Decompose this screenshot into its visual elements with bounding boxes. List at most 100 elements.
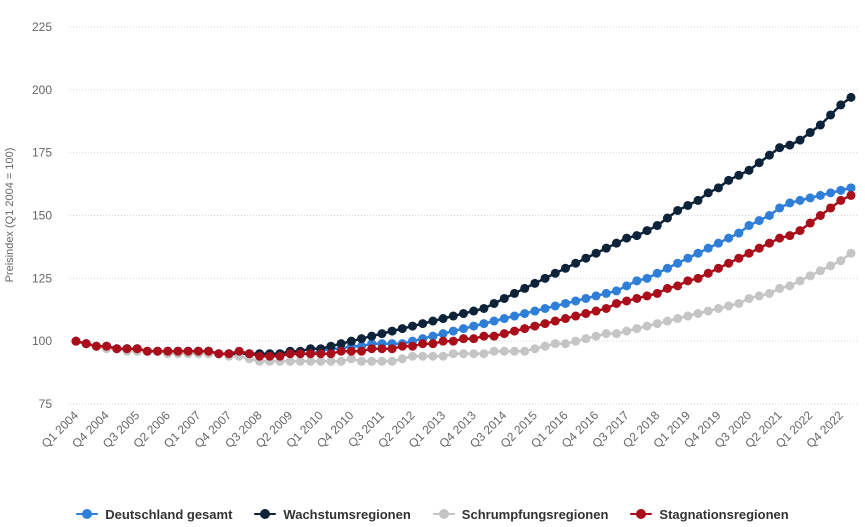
data-point [418, 351, 428, 361]
data-point [764, 211, 774, 220]
data-point [724, 258, 734, 268]
data-point [326, 341, 336, 351]
data-point [540, 273, 550, 283]
data-point [183, 346, 193, 356]
data-point [469, 306, 479, 316]
data-point [591, 248, 601, 258]
data-point [662, 263, 672, 273]
data-point [509, 346, 519, 356]
data-point [601, 329, 611, 339]
y-tick-label: 175 [32, 146, 52, 160]
data-point [520, 346, 530, 356]
data-point [703, 243, 713, 253]
data-point [499, 293, 509, 303]
data-point [846, 248, 856, 258]
data-point [734, 170, 744, 180]
data-point [428, 316, 438, 326]
data-point [163, 346, 173, 356]
data-point [428, 339, 438, 349]
data-point [428, 331, 438, 341]
data-point [785, 140, 795, 150]
data-point [122, 344, 132, 354]
data-point [815, 266, 825, 276]
data-point [703, 268, 713, 278]
data-point [683, 276, 693, 286]
data-point [795, 135, 805, 145]
legend-marker [432, 509, 455, 519]
data-point [571, 311, 581, 321]
data-point [459, 349, 468, 359]
data-point [326, 356, 336, 366]
legend-marker [76, 509, 99, 519]
data-point [530, 278, 540, 288]
data-point [652, 319, 662, 329]
data-point [336, 346, 346, 356]
data-point [795, 226, 805, 236]
legend-item-wachstumsregionen[interactable]: Wachstumsregionen [254, 507, 411, 522]
data-point [295, 349, 305, 359]
data-point [693, 195, 703, 205]
data-point [357, 346, 367, 356]
data-point [428, 351, 438, 361]
data-point [367, 356, 377, 366]
data-point [632, 276, 642, 286]
data-point [316, 356, 326, 366]
data-point [744, 165, 754, 175]
data-point [459, 324, 468, 334]
data-point [469, 334, 479, 344]
data-point [377, 344, 387, 354]
data-point [642, 321, 652, 331]
data-point [499, 346, 509, 356]
data-point [764, 288, 774, 298]
data-point [826, 203, 836, 213]
data-point [560, 339, 570, 349]
data-point [683, 311, 693, 321]
data-point [265, 351, 275, 361]
data-point [744, 248, 754, 258]
data-point [785, 231, 795, 241]
data-point [336, 339, 346, 349]
data-point [469, 321, 479, 331]
data-point [754, 243, 764, 253]
data-point [408, 321, 418, 331]
data-point [367, 344, 377, 354]
data-point [112, 344, 122, 354]
legend-item-stagnationsregionen[interactable]: Stagnationsregionen [630, 507, 789, 522]
data-point [448, 326, 458, 336]
legend-item-schrumpfungsregionen[interactable]: Schrumpfungsregionen [432, 507, 608, 522]
data-point [591, 331, 601, 341]
data-point [459, 334, 468, 344]
data-point [673, 258, 683, 268]
data-point [795, 276, 805, 286]
data-point [581, 293, 591, 303]
data-point [285, 349, 295, 359]
data-point [530, 344, 540, 354]
data-point [255, 351, 265, 361]
data-point [357, 334, 367, 344]
data-point [438, 314, 448, 324]
series-lines [71, 92, 856, 366]
data-point [713, 238, 723, 248]
data-point [795, 195, 805, 205]
data-point [102, 341, 112, 351]
data-point [397, 341, 407, 351]
data-point [724, 233, 734, 243]
y-tick-label: 200 [32, 83, 52, 97]
data-point [377, 356, 387, 366]
data-point [775, 203, 785, 213]
data-point [367, 331, 377, 341]
data-point [734, 253, 744, 263]
data-point [632, 324, 642, 334]
legend-item-deutschland-gesamt[interactable]: Deutschland gesamt [76, 507, 232, 522]
data-point [744, 221, 754, 231]
legend-marker [630, 509, 653, 519]
data-point [693, 309, 703, 319]
data-point [489, 346, 499, 356]
data-point [479, 319, 489, 329]
data-point [142, 346, 152, 356]
data-point [581, 309, 591, 319]
data-point [591, 306, 601, 316]
data-point [662, 213, 672, 223]
data-point [530, 306, 540, 316]
data-point [591, 291, 601, 301]
